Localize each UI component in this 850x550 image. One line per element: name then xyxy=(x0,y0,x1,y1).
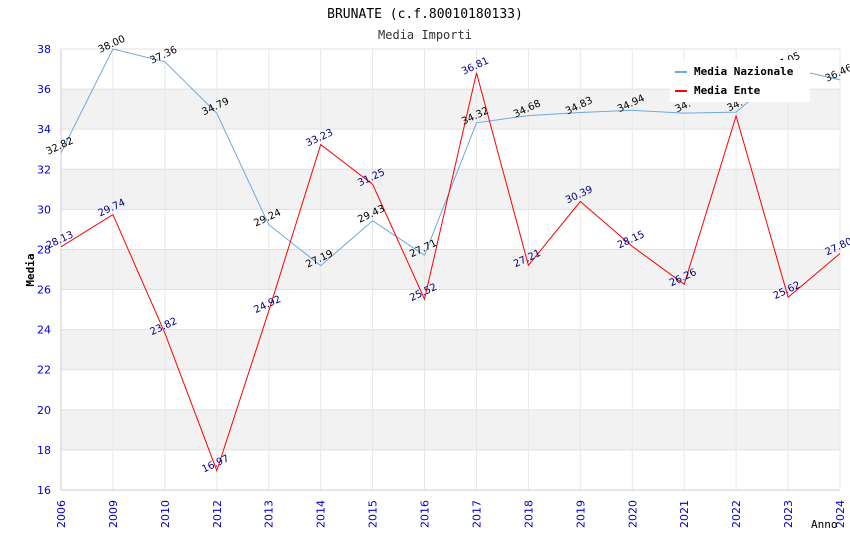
data-label-nazionale: 29.24 xyxy=(252,207,283,229)
y-tick-labels: 16 18 20 22 24 26 28 30 32 34 36 38 xyxy=(37,43,51,497)
y-tick-label: 22 xyxy=(37,364,51,377)
x-tick-label: 2015 xyxy=(367,500,380,528)
x-tick-label: 2012 xyxy=(211,500,224,528)
x-tick-label: 2014 xyxy=(315,500,328,528)
chart-title: BRUNATE (c.f.80010180133) xyxy=(327,7,523,22)
data-label-ente: 36.81 xyxy=(460,56,491,78)
x-tick-label: 2023 xyxy=(782,500,795,528)
legend-label-nazionale: Media Nazionale xyxy=(694,65,794,78)
x-tick-labels: 2006 2009 2010 2012 2013 2014 2015 2016 2017 2018… xyxy=(55,500,847,528)
x-tick-label: 2021 xyxy=(678,500,691,528)
axes xyxy=(60,49,840,491)
x-tick-label: 2019 xyxy=(574,500,587,528)
series-line-media-ente xyxy=(60,72,841,473)
data-label-nazionale: 38.00 xyxy=(97,34,128,56)
y-tick-label: 26 xyxy=(37,284,51,297)
x-tick-label: 2017 xyxy=(470,500,483,528)
y-tick-label: 32 xyxy=(37,163,51,176)
grid-band xyxy=(61,329,840,370)
grid-band xyxy=(61,409,840,450)
y-tick-label: 36 xyxy=(37,83,51,96)
y-tick-label: 24 xyxy=(37,324,51,337)
legend-box xyxy=(670,60,810,102)
y-tick-label: 20 xyxy=(37,404,51,417)
data-label-nazionale: 32.82 xyxy=(45,136,76,158)
series-line-media-nazionale xyxy=(60,48,841,267)
x-tick-label: 2009 xyxy=(107,500,120,528)
data-label-ente: 33.23 xyxy=(304,127,335,149)
data-label-ente: 28.15 xyxy=(616,229,647,251)
x-tick-label: 2018 xyxy=(522,500,535,528)
x-tick-label: 2020 xyxy=(626,500,639,528)
grid-bands xyxy=(61,89,840,450)
y-tick-label: 18 xyxy=(37,444,51,457)
data-label-nazionale: 37.36 xyxy=(149,45,180,67)
x-tick-label: 2024 xyxy=(834,500,847,528)
legend: Media Nazionale Media Ente xyxy=(670,60,810,102)
x-tick-label: 2016 xyxy=(419,500,432,528)
y-tick-label: 28 xyxy=(37,243,51,256)
x-axis-title: Anno xyxy=(811,518,838,531)
data-label-ente: 24.92 xyxy=(252,294,283,316)
x-tick-label: 2013 xyxy=(263,500,276,528)
legend-label-ente: Media Ente xyxy=(694,84,761,97)
data-label-ente: 16.97 xyxy=(200,453,231,475)
data-label-nazionale: 36.46 xyxy=(824,63,850,85)
x-tick-label: 2022 xyxy=(730,500,743,528)
data-label-ente: 28.13 xyxy=(45,230,76,252)
x-tick-label: 2010 xyxy=(159,500,172,528)
y-axis-title: Media xyxy=(24,253,37,286)
y-tick-label: 34 xyxy=(37,123,51,136)
grid-band xyxy=(61,249,840,290)
gridlines xyxy=(60,48,841,491)
y-tick-label: 38 xyxy=(37,43,51,56)
chart-subtitle: Media Importi xyxy=(378,28,472,42)
y-tick-label: 30 xyxy=(37,203,51,216)
x-tick-label: 2006 xyxy=(55,500,68,528)
series-lines xyxy=(60,48,841,473)
y-tick-label: 16 xyxy=(37,484,51,497)
